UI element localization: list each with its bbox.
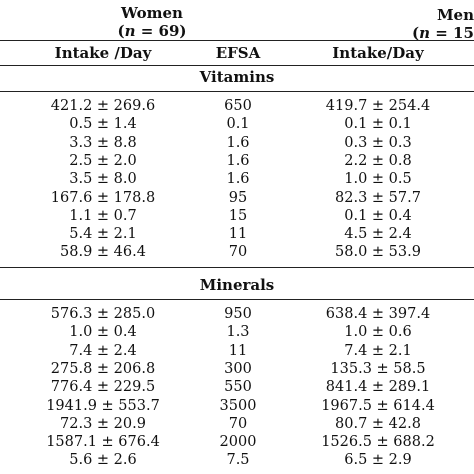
women-intake-cell: 1941.9 ± 553.7 xyxy=(46,397,160,414)
women-sample-size: (n = 69) xyxy=(117,22,187,40)
column-header-women-intake: Intake /Day xyxy=(54,44,152,62)
men-intake-cell: 1.0 ± 0.6 xyxy=(344,324,412,341)
efsa-cell: 95 xyxy=(228,189,248,206)
men-label: Men xyxy=(436,6,474,24)
men-intake-cell: 1.0 ± 0.5 xyxy=(344,171,412,188)
efsa-cell: 70 xyxy=(228,244,248,261)
men-intake-cell: 0.3 ± 0.3 xyxy=(344,134,412,151)
efsa-cell: 11 xyxy=(228,226,248,243)
men-intake-cell: 841.4 ± 289.1 xyxy=(325,379,431,396)
women-intake-cell: 421.2 ± 269.6 xyxy=(50,98,156,114)
women-intake-cell: 2.5 ± 2.0 xyxy=(69,152,137,169)
men-intake-cell: 0.1 ± 0.4 xyxy=(344,207,412,224)
men-intake-cell: 1526.5 ± 688.2 xyxy=(321,434,435,451)
efsa-cell: 1.6 xyxy=(226,171,250,188)
men-intake-cell: 58.0 ± 53.9 xyxy=(335,244,421,261)
efsa-cell: 1.6 xyxy=(226,152,250,169)
men-intake-cell: 82.3 ± 57.7 xyxy=(335,189,421,206)
efsa-cell: 650 xyxy=(224,98,252,114)
men-intake-cell: 2.2 ± 0.8 xyxy=(344,152,412,169)
men-intake-cell: 4.5 ± 2.4 xyxy=(344,226,412,243)
women-intake-cell: 1.0 ± 0.4 xyxy=(69,324,137,341)
women-intake-cell: 1587.1 ± 676.4 xyxy=(46,434,160,451)
women-intake-cell: 3.3 ± 8.8 xyxy=(69,134,137,151)
women-intake-cell: 1.1 ± 0.7 xyxy=(69,207,137,224)
women-intake-cell: 58.9 ± 46.4 xyxy=(60,244,146,261)
women-group-header: Women (n = 69) xyxy=(118,4,187,40)
men-intake-cell: 1967.5 ± 614.4 xyxy=(321,397,435,414)
efsa-cell: 70 xyxy=(228,415,248,432)
header-bottom-rule xyxy=(0,65,474,66)
men-intake-cell: 0.1 ± 0.1 xyxy=(344,116,412,133)
section-rule xyxy=(0,91,474,92)
men-intake-cell: 135.3 ± 58.5 xyxy=(330,360,426,377)
efsa-cell: 3500 xyxy=(219,397,257,414)
section-title: Minerals xyxy=(199,276,275,294)
men-intake-cell: 7.4 ± 2.1 xyxy=(344,342,412,359)
column-header-men-intake: Intake/Day xyxy=(332,44,424,62)
efsa-cell: 1.6 xyxy=(226,134,250,151)
men-intake-cell: 419.7 ± 254.4 xyxy=(325,98,431,114)
men-intake-cell: 80.7 ± 42.8 xyxy=(335,415,421,432)
women-intake-cell: 7.4 ± 2.4 xyxy=(69,342,137,359)
women-intake-cell: 3.5 ± 8.0 xyxy=(69,171,137,188)
women-intake-cell: 72.3 ± 20.9 xyxy=(60,415,146,432)
efsa-cell: 0.1 xyxy=(226,116,250,133)
section-end-rule xyxy=(0,267,474,268)
efsa-cell: 300 xyxy=(224,360,252,377)
women-intake-cell: 776.4 ± 229.5 xyxy=(50,379,156,396)
efsa-cell: 950 xyxy=(224,306,252,322)
efsa-cell: 1.3 xyxy=(226,324,250,341)
column-header-efsa: EFSA xyxy=(215,44,261,62)
women-label: Women xyxy=(121,4,183,22)
women-intake-cell: 0.5 ± 1.4 xyxy=(69,116,137,133)
women-intake-cell: 275.8 ± 206.8 xyxy=(50,360,156,377)
women-intake-cell: 5.6 ± 2.6 xyxy=(69,452,137,469)
efsa-cell: 2000 xyxy=(219,434,257,451)
men-intake-cell: 638.4 ± 397.4 xyxy=(325,306,431,322)
efsa-cell: 550 xyxy=(224,379,252,396)
header-top-rule xyxy=(0,40,474,41)
section-rule xyxy=(0,299,474,300)
men-intake-cell: 6.5 ± 2.9 xyxy=(344,452,412,469)
efsa-cell: 11 xyxy=(228,342,248,359)
men-sample-size: (n = 15) xyxy=(412,24,474,42)
women-intake-cell: 576.3 ± 285.0 xyxy=(50,306,156,322)
efsa-cell: 15 xyxy=(228,207,248,224)
section-title: Vitamins xyxy=(199,68,275,86)
women-intake-cell: 167.6 ± 178.8 xyxy=(50,189,156,206)
men-group-header: Men (n = 15) xyxy=(412,6,474,42)
women-intake-cell: 5.4 ± 2.1 xyxy=(69,226,137,243)
efsa-cell: 7.5 xyxy=(226,452,250,469)
